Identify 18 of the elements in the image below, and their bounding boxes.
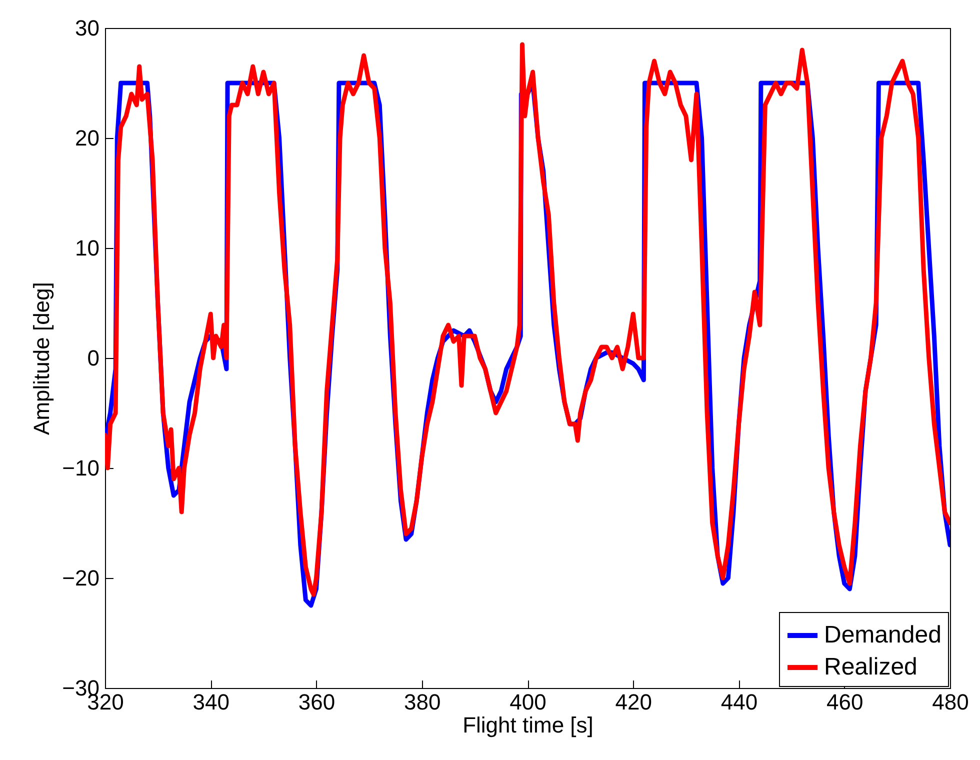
x-tick-label: 480 [932,690,969,714]
x-tick-label: 420 [615,690,652,714]
y-tick-label: 30 [75,16,100,40]
x-tick-label: 460 [826,690,864,714]
legend-label: Demanded [824,622,942,648]
y-tick-label: 10 [75,236,100,260]
y-tick-label: −10 [62,456,100,480]
y-tick-label: −20 [62,566,100,590]
x-tick-label: 380 [404,690,441,714]
y-tick-label: 0 [87,346,100,370]
y-axis-title: Amplitude [deg] [29,282,54,435]
x-tick-label: 340 [192,690,230,714]
x-tick-label: 400 [510,690,546,714]
legend-label: Realized [824,654,918,680]
x-tick-label: 440 [720,690,758,714]
x-axis-title: Flight time [s] [462,712,594,738]
x-tick-label: 360 [298,690,336,714]
y-tick-label: 20 [75,126,100,150]
